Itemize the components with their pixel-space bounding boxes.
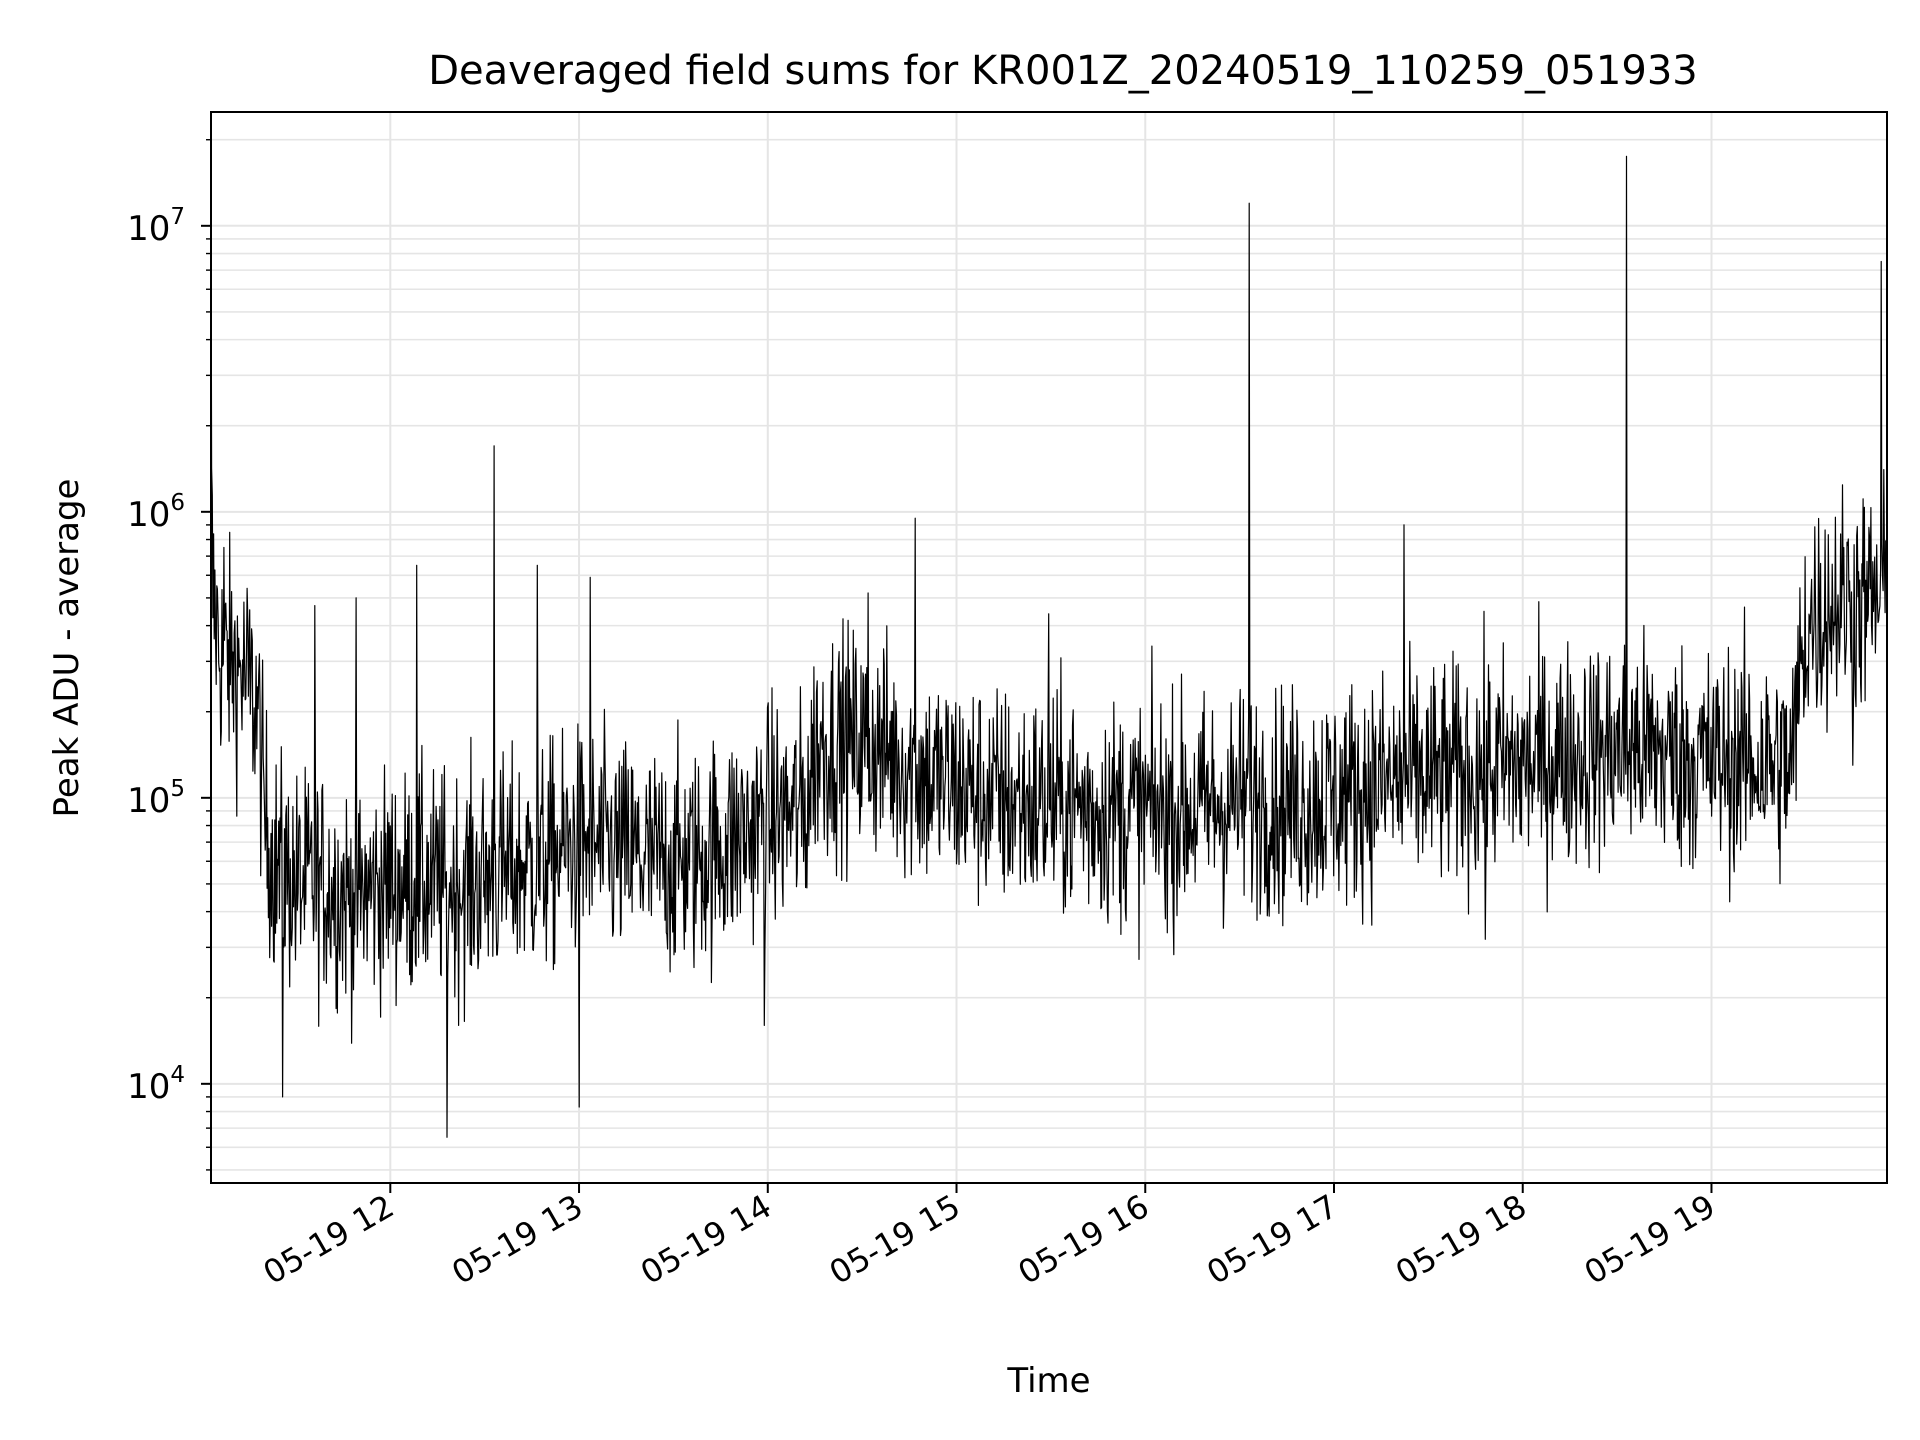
- plot-frame: [210, 111, 1888, 1184]
- y-tick-label: 106: [127, 490, 185, 535]
- series-layer: [210, 155, 1888, 1138]
- x-axis-label: Time: [1006, 1361, 1090, 1401]
- y-axis-label: Peak ADU - average: [47, 479, 87, 818]
- y-axis: 104 105 106 107: [127, 139, 211, 1171]
- series-line: [210, 155, 1888, 1138]
- y-tick-label: 104: [127, 1062, 185, 1107]
- y-tick-label: 105: [127, 776, 185, 821]
- y-tick-label: 107: [127, 204, 185, 249]
- chart-title: Deaveraged field sums for KR001Z_2024051…: [428, 48, 1697, 94]
